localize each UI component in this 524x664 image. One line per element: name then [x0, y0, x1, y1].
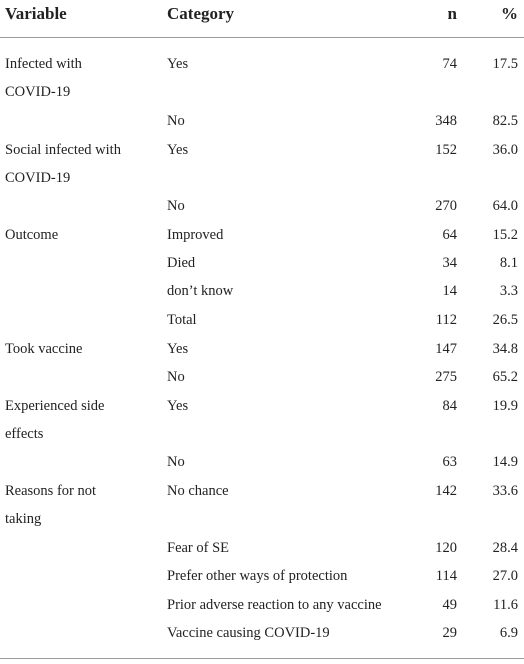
- count-cell: 152: [435, 142, 457, 158]
- category-cell: Vaccine causing COVID-19: [167, 625, 330, 641]
- percent-cell: 34.8: [492, 341, 518, 357]
- count-cell: 348: [435, 113, 457, 129]
- count-cell: 63: [442, 454, 458, 470]
- variable-label: COVID-19: [5, 170, 71, 186]
- count-cell: 74: [442, 56, 458, 72]
- count-cell: 34: [442, 255, 458, 271]
- category-cell: Died: [167, 255, 196, 271]
- category-cell: Improved: [167, 227, 224, 243]
- percent-cell: 19.9: [492, 398, 518, 414]
- header-n: n: [447, 4, 457, 23]
- header-percent: %: [501, 4, 518, 23]
- percent-cell: 26.5: [492, 312, 518, 328]
- count-cell: 114: [435, 568, 457, 584]
- category-cell: No: [167, 454, 185, 470]
- count-cell: 29: [442, 625, 458, 641]
- percent-cell: 17.5: [492, 56, 518, 72]
- category-cell: Prefer other ways of protection: [167, 568, 348, 584]
- count-cell: 120: [435, 540, 457, 556]
- category-cell: Yes: [167, 142, 189, 158]
- variable-label: taking: [5, 511, 42, 527]
- count-cell: 112: [435, 312, 457, 328]
- category-cell: Total: [167, 312, 197, 328]
- category-cell: Yes: [167, 398, 189, 414]
- percent-cell: 14.9: [492, 454, 518, 470]
- count-cell: 14: [442, 283, 458, 299]
- percent-cell: 3.3: [499, 283, 518, 299]
- variable-label: Took vaccine: [5, 341, 83, 357]
- category-cell: Yes: [167, 56, 189, 72]
- percent-cell: 36.0: [492, 142, 518, 158]
- variable-label: Outcome: [5, 227, 59, 243]
- variable-label: Reasons for not: [5, 483, 97, 499]
- bottom-rule: [0, 658, 524, 659]
- header-category: Category: [167, 4, 235, 23]
- percent-cell: 6.9: [499, 625, 518, 641]
- count-cell: 64: [442, 227, 458, 243]
- variable-label: Infected with: [5, 56, 82, 72]
- count-cell: 142: [435, 483, 457, 499]
- percent-cell: 15.2: [492, 227, 518, 243]
- header-rule: [0, 37, 524, 38]
- category-cell: Fear of SE: [167, 540, 230, 556]
- percent-cell: 8.1: [499, 255, 518, 271]
- percent-cell: 28.4: [492, 540, 518, 556]
- category-cell: No: [167, 198, 185, 214]
- variable-label: COVID-19: [5, 84, 71, 100]
- header-variable: Variable: [5, 4, 67, 23]
- percent-cell: 33.6: [492, 483, 518, 499]
- variable-label: effects: [5, 426, 44, 442]
- percent-cell: 82.5: [492, 113, 518, 129]
- count-cell: 147: [435, 341, 457, 357]
- count-cell: 84: [442, 398, 458, 414]
- percent-cell: 11.6: [493, 597, 518, 613]
- count-cell: 270: [435, 198, 457, 214]
- category-cell: Yes: [167, 341, 189, 357]
- variable-label: Experienced side: [5, 398, 105, 414]
- category-cell: No: [167, 369, 185, 385]
- count-cell: 275: [435, 369, 457, 385]
- count-cell: 49: [442, 597, 458, 613]
- percent-cell: 65.2: [492, 369, 518, 385]
- category-cell: No chance: [167, 483, 229, 499]
- percent-cell: 64.0: [492, 198, 518, 214]
- category-cell: don’t know: [167, 283, 234, 299]
- variable-label: Social infected with: [5, 142, 121, 158]
- percent-cell: 27.0: [492, 568, 518, 584]
- category-cell: Prior adverse reaction to any vaccine: [167, 597, 382, 613]
- category-cell: No: [167, 113, 185, 129]
